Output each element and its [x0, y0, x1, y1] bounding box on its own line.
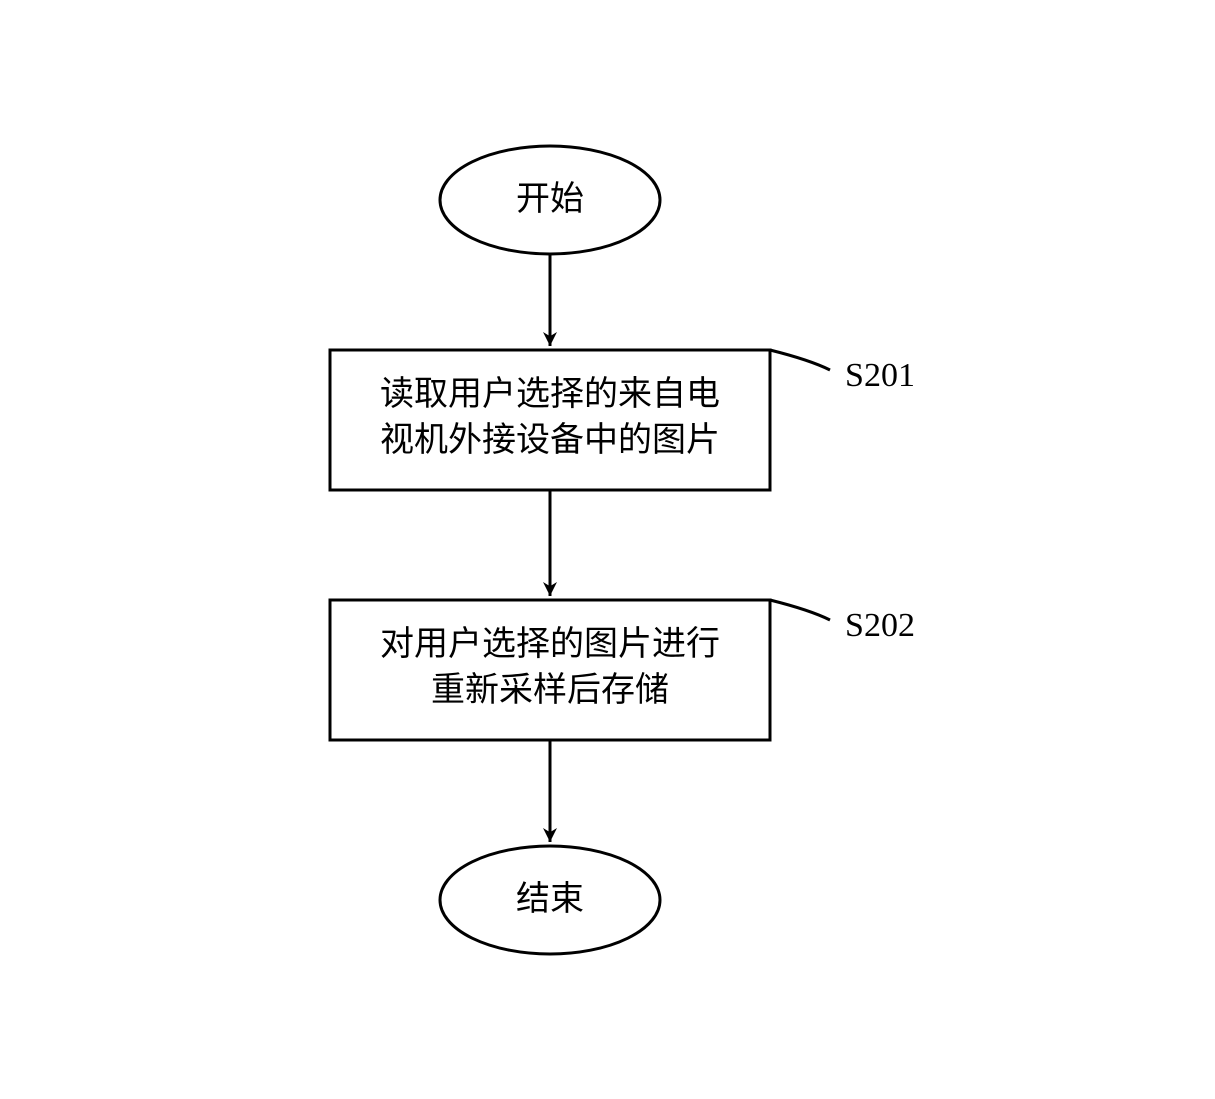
node-s202-line-0: 对用户选择的图片进行: [380, 625, 720, 663]
node-s201-line-1: 视机外接设备中的图片: [380, 421, 720, 459]
tag-s202: S202: [845, 607, 915, 644]
node-start: 开始: [440, 146, 660, 254]
node-start-label: 开始: [516, 180, 584, 218]
tags-group: S201 S202: [770, 350, 915, 644]
node-s201-line-0: 读取用户选择的来自电: [380, 375, 720, 413]
node-s202: 对用户选择的图片进行重新采样后存储: [330, 600, 770, 740]
flowchart-canvas: 开始读取用户选择的来自电视机外接设备中的图片对用户选择的图片进行重新采样后存储结…: [0, 0, 1215, 1099]
node-s201: 读取用户选择的来自电视机外接设备中的图片: [330, 350, 770, 490]
node-s202-line-1: 重新采样后存储: [431, 671, 669, 709]
leader-s201: [770, 350, 830, 370]
node-end-label: 结束: [516, 880, 584, 918]
leader-s202: [770, 600, 830, 620]
node-end: 结束: [440, 846, 660, 954]
tag-s201: S201: [845, 357, 915, 394]
